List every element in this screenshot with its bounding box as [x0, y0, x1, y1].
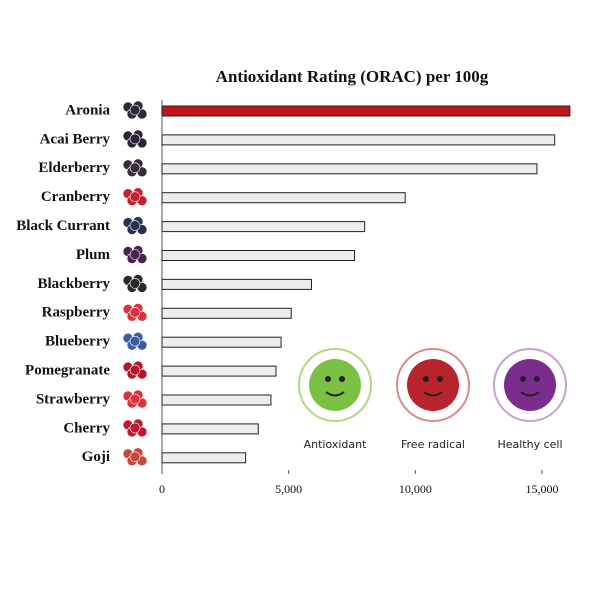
fruit-dot [129, 335, 141, 347]
illustration-eye [339, 376, 345, 382]
fruit-dot [129, 393, 141, 405]
category-label: Elderberry [38, 160, 110, 176]
fruit-dot [129, 104, 141, 116]
fruit-icon [122, 360, 148, 380]
bar [161, 221, 366, 233]
category-label: Raspberry [42, 305, 111, 321]
category-label: Pomegranate [25, 363, 110, 379]
x-tick-label: 15,000 [526, 482, 559, 496]
bar [161, 163, 538, 175]
annotation: Antioxidant [304, 438, 368, 451]
bar [161, 423, 259, 435]
fruit-icon [122, 447, 148, 467]
bar [161, 134, 556, 146]
fruit-dot [129, 249, 141, 260]
bar [161, 250, 356, 261]
category-label: Cherry [63, 420, 110, 436]
bar [161, 105, 571, 117]
fruit-dot [129, 191, 141, 202]
illustration-body [309, 359, 361, 411]
annotation: Free radical [401, 438, 465, 451]
category-label: Goji [82, 449, 110, 465]
illustration-ring [298, 348, 372, 422]
illustration-eye [423, 376, 429, 382]
chart-title: Antioxidant Rating (ORAC) per 100g [216, 67, 489, 86]
fruit-icon [122, 187, 148, 206]
fruit-dot [129, 422, 141, 434]
illustration-eye [325, 376, 331, 382]
category-label: Blackberry [38, 276, 111, 292]
illustration-mouth [423, 391, 443, 397]
fruit-icon [122, 418, 148, 438]
fruit-icon [122, 389, 148, 409]
illustration-mouth [520, 391, 540, 397]
illustration-body [407, 359, 459, 411]
bar [161, 307, 292, 319]
illustration-body [504, 359, 556, 411]
fruit-icon [122, 302, 148, 322]
fruit-dot [129, 133, 141, 145]
x-tick-label: 0 [159, 482, 165, 496]
category-label: Plum [76, 247, 111, 263]
category-label: Blueberry [45, 334, 110, 350]
fruit-icon [122, 331, 148, 351]
category-label: Black Currant [16, 218, 110, 234]
fruit-dot [129, 364, 141, 376]
x-tick-label: 5,000 [275, 482, 302, 496]
bar [161, 278, 312, 290]
illustration-eye [534, 376, 540, 382]
category-label: Acai Berry [40, 131, 111, 147]
x-tick-label: 10,000 [399, 482, 432, 496]
fruit-dot [129, 220, 141, 231]
bar [161, 394, 272, 406]
fruit-dot [129, 162, 141, 174]
fruit-dot [129, 278, 141, 289]
illustration-eye [520, 376, 526, 382]
bar [161, 365, 277, 377]
fruit-icon [122, 245, 148, 264]
fruit-icon [122, 216, 148, 235]
fruit-dot [129, 306, 141, 318]
fruit-dot [129, 451, 141, 463]
fruit-icon [122, 158, 148, 178]
bar [161, 192, 406, 204]
annotation: Healthy cell [497, 438, 562, 451]
category-label: Strawberry [36, 391, 111, 407]
illustration-ring [396, 348, 470, 422]
fruit-icon [122, 100, 148, 120]
category-label: Cranberry [41, 189, 111, 205]
fruit-icon [122, 274, 148, 293]
illustration-mouth [325, 391, 345, 397]
bar [161, 452, 247, 464]
illustration-ring [493, 348, 567, 422]
bar [161, 336, 282, 348]
category-label: Aronia [65, 102, 110, 118]
fruit-icon [122, 129, 148, 149]
illustration-eye [437, 376, 443, 382]
